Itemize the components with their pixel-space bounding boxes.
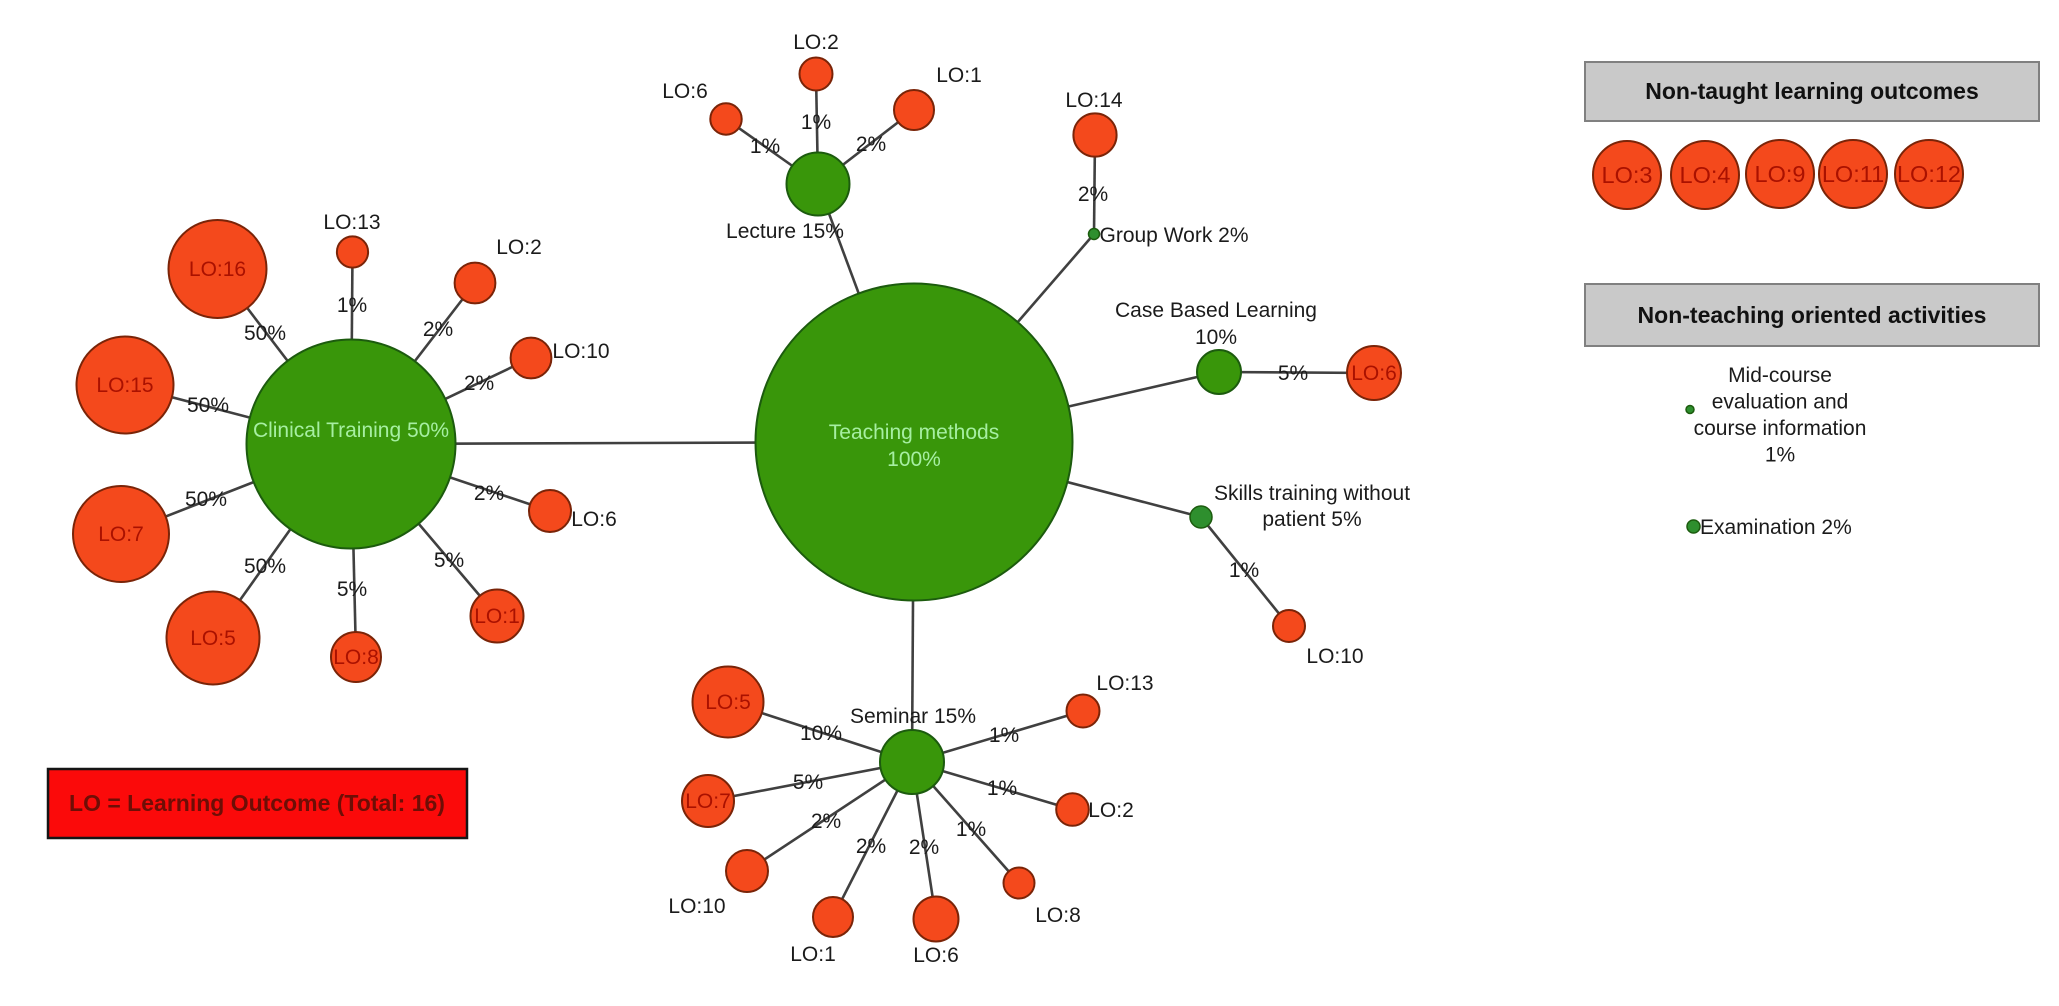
svg-text:LO:5: LO:5 (705, 691, 751, 714)
svg-text:Examination 2%: Examination 2% (1700, 516, 1852, 539)
svg-text:LO:13: LO:13 (323, 211, 380, 234)
svg-text:2%: 2% (811, 810, 841, 833)
svg-text:Case Based Learning: Case Based Learning (1115, 299, 1317, 322)
svg-text:LO:6: LO:6 (662, 80, 708, 103)
svg-text:Lecture 15%: Lecture 15% (726, 220, 844, 243)
svg-text:LO:1: LO:1 (790, 943, 836, 966)
svg-text:LO:12: LO:12 (1897, 161, 1961, 187)
svg-text:1%: 1% (956, 818, 986, 841)
svg-text:LO:10: LO:10 (1306, 645, 1363, 668)
svg-text:Clinical Training 50%: Clinical Training 50% (253, 419, 449, 442)
svg-text:LO:16: LO:16 (189, 258, 246, 281)
svg-text:LO:3: LO:3 (1602, 162, 1653, 188)
svg-text:LO:7: LO:7 (98, 523, 144, 546)
svg-text:LO:1: LO:1 (936, 64, 982, 87)
svg-text:LO:2: LO:2 (496, 236, 542, 259)
svg-text:LO:11: LO:11 (1822, 161, 1884, 187)
svg-text:LO:8: LO:8 (1035, 904, 1081, 927)
svg-text:1%: 1% (801, 111, 831, 134)
svg-text:1%: 1% (1765, 444, 1795, 467)
svg-text:LO:9: LO:9 (1755, 161, 1806, 187)
svg-text:2%: 2% (856, 835, 886, 858)
svg-text:Mid-course: Mid-course (1728, 364, 1832, 387)
svg-text:5%: 5% (337, 578, 367, 601)
svg-text:Seminar 15%: Seminar 15% (850, 705, 976, 728)
svg-text:50%: 50% (187, 394, 229, 417)
svg-text:course information: course information (1694, 417, 1867, 440)
svg-text:2%: 2% (1078, 183, 1108, 206)
svg-text:50%: 50% (244, 322, 286, 345)
svg-text:50%: 50% (244, 555, 286, 578)
svg-text:10%: 10% (1195, 326, 1237, 349)
svg-text:1%: 1% (337, 294, 367, 317)
svg-text:2%: 2% (909, 836, 939, 859)
svg-text:5%: 5% (434, 549, 464, 572)
svg-text:1%: 1% (750, 135, 780, 158)
svg-text:LO:7: LO:7 (685, 790, 731, 813)
svg-text:LO:4: LO:4 (1680, 162, 1731, 188)
svg-text:2%: 2% (423, 318, 453, 341)
svg-text:Non-teaching oriented activiti: Non-teaching oriented activities (1638, 302, 1987, 328)
svg-text:Skills training without: Skills training without (1214, 482, 1410, 505)
svg-text:1%: 1% (1229, 559, 1259, 582)
svg-text:1%: 1% (989, 724, 1019, 747)
svg-text:LO:10: LO:10 (668, 895, 725, 918)
svg-text:2%: 2% (464, 372, 494, 395)
svg-text:LO:5: LO:5 (190, 627, 236, 650)
svg-text:LO:14: LO:14 (1065, 89, 1123, 112)
svg-text:LO:6: LO:6 (1351, 362, 1397, 385)
svg-text:Non-taught learning outcomes: Non-taught learning outcomes (1645, 78, 1979, 104)
svg-text:Group Work 2%: Group Work 2% (1100, 224, 1249, 247)
svg-text:LO:8: LO:8 (333, 646, 379, 669)
svg-text:1%: 1% (987, 777, 1017, 800)
svg-text:patient 5%: patient 5% (1262, 508, 1361, 531)
svg-text:evaluation and: evaluation and (1712, 391, 1849, 414)
svg-text:100%: 100% (887, 448, 941, 471)
svg-text:LO:10: LO:10 (552, 340, 609, 363)
svg-text:5%: 5% (793, 771, 823, 794)
svg-text:LO:2: LO:2 (1088, 799, 1134, 822)
svg-text:LO:6: LO:6 (571, 508, 617, 531)
svg-text:2%: 2% (856, 133, 886, 156)
svg-text:LO:1: LO:1 (474, 605, 520, 628)
svg-text:50%: 50% (185, 488, 227, 511)
svg-text:LO:13: LO:13 (1096, 672, 1153, 695)
svg-text:2%: 2% (474, 482, 504, 505)
svg-text:LO:2: LO:2 (793, 31, 839, 54)
svg-text:LO:6: LO:6 (913, 944, 959, 967)
svg-text:LO = Learning Outcome (Total:: LO = Learning Outcome (Total: 16) (69, 790, 445, 816)
svg-text:10%: 10% (800, 722, 842, 745)
svg-text:Teaching methods: Teaching methods (829, 421, 999, 444)
svg-text:5%: 5% (1278, 362, 1308, 385)
svg-text:LO:15: LO:15 (96, 374, 153, 397)
